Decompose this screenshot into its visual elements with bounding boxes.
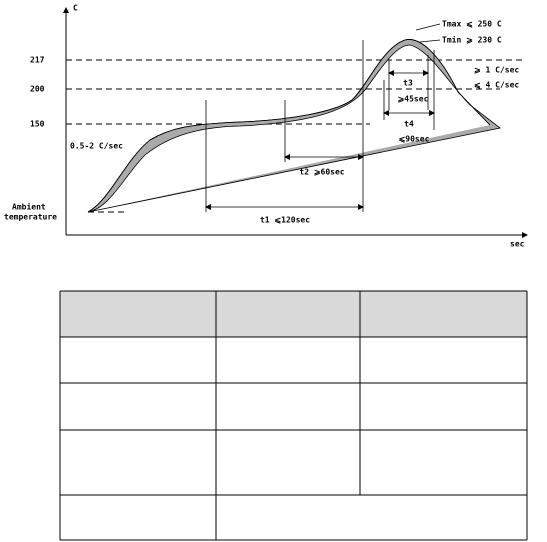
upper-curve <box>87 39 491 213</box>
ramp-label: 0.5-2 C/sec <box>70 142 123 151</box>
x-axis-label: sec <box>510 240 525 249</box>
t4-label: t4 <box>404 120 414 129</box>
table-header <box>60 291 527 337</box>
level-label: 200 <box>30 85 45 94</box>
t1-label: t1 ⩽120sec <box>260 216 310 225</box>
ramp-down-label: ⩽ 4 C/sec <box>474 81 519 90</box>
y-axis-label: C <box>73 4 78 13</box>
profile-band <box>87 39 501 213</box>
table-grid <box>59 290 528 541</box>
ambient-label: temperature <box>4 213 57 222</box>
t4-limit: ⩽90sec <box>399 135 430 144</box>
leader-line <box>419 39 441 43</box>
t2-label: t2 ⩾60sec <box>299 168 344 177</box>
ambient-label: Ambient <box>12 202 46 212</box>
level-label: 217 <box>30 56 45 65</box>
leader-line <box>415 23 441 31</box>
t3-limit: ⩾45sec <box>398 95 429 104</box>
tmin-label: Tmin ⩾ 230 C <box>442 35 502 45</box>
ramp-up-label: ⩾ 1 C/sec <box>474 66 519 75</box>
level-label: 150 <box>30 120 45 129</box>
tmax-label: Tmax ⩽ 250 C <box>442 20 502 29</box>
t3-label: t3 <box>403 79 413 88</box>
